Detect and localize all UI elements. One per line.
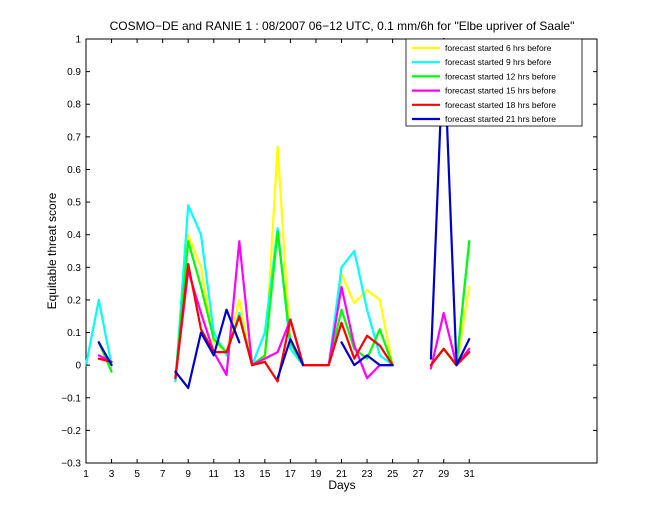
x-tick-label: 9 [185,469,191,480]
series-line [174,262,394,383]
series-line [429,37,471,367]
x-tick-label: 13 [234,469,246,480]
x-tick-label: 11 [209,469,220,480]
x-tick-label: 15 [259,469,271,480]
x-tick-label: 7 [160,469,166,480]
chart-title: COSMO−DE and RANIE 1 : 08/2007 06−12 UTC… [110,19,575,33]
y-axis-label: Equitable threat score [45,192,59,309]
x-tick-label: 17 [285,469,297,480]
x-tick-label: 25 [387,469,399,480]
y-tick-label: −0.2 [61,426,81,437]
x-tick-label: 27 [413,469,425,480]
legend: forecast started 6 hrs before forecast st… [405,38,583,127]
y-tick-label: 0.8 [67,100,81,111]
legend-label: forecast started 15 hrs before [445,86,556,96]
y-tick-label: 0.5 [67,198,81,209]
series-line [429,311,471,370]
y-tick-label: 0.9 [67,67,81,78]
x-tick-label: 1 [83,469,89,480]
y-tick-label: 0.6 [67,165,81,176]
series-line [429,347,471,367]
series-layer [84,37,471,390]
x-tick-label: 21 [336,469,348,480]
series-line [174,308,241,390]
series-line [276,337,305,380]
legend-box [405,38,583,127]
legend-label: forecast started 18 hrs before [445,100,556,110]
legend-label: forecast started 12 hrs before [445,71,556,81]
x-tick-label: 31 [464,469,476,480]
y-tick-label: 0.1 [67,328,81,339]
y-tick-label: 0.2 [67,295,81,306]
y-tick-label: −0.1 [61,393,81,404]
x-tick-label: 29 [438,469,450,480]
legend-label: forecast started 9 hrs before [445,57,552,67]
y-tick-label: 0.7 [67,132,81,143]
legend-label: forecast started 6 hrs before [445,43,552,53]
x-axis-label: Days [328,478,355,492]
x-axis: 1 3 5 7 9 11 13 15 17 19 21 23 25 27 29 31 [83,39,475,480]
x-tick-label: 19 [310,469,322,480]
series-line [340,341,394,367]
y-tick-label: 0.3 [67,263,81,274]
y-axis: −0.3 −0.2 −0.1 0 0.1 0.2 0.3 0.4 0.5 0.6 0.7 0.8 0.9… [61,35,597,470]
series-6 [97,37,471,390]
x-tick-label: 5 [134,469,140,480]
x-tick-label: 23 [361,469,373,480]
series-line [84,298,113,367]
series-line [174,240,394,380]
y-tick-label: 0 [75,361,81,372]
x-tick-label: 3 [109,469,115,480]
y-tick-label: −0.3 [61,459,81,470]
y-tick-label: 0.4 [67,230,81,241]
y-tick-label: 1 [75,35,81,46]
series-line [97,341,113,367]
legend-label: forecast started 21 hrs before [445,114,556,124]
